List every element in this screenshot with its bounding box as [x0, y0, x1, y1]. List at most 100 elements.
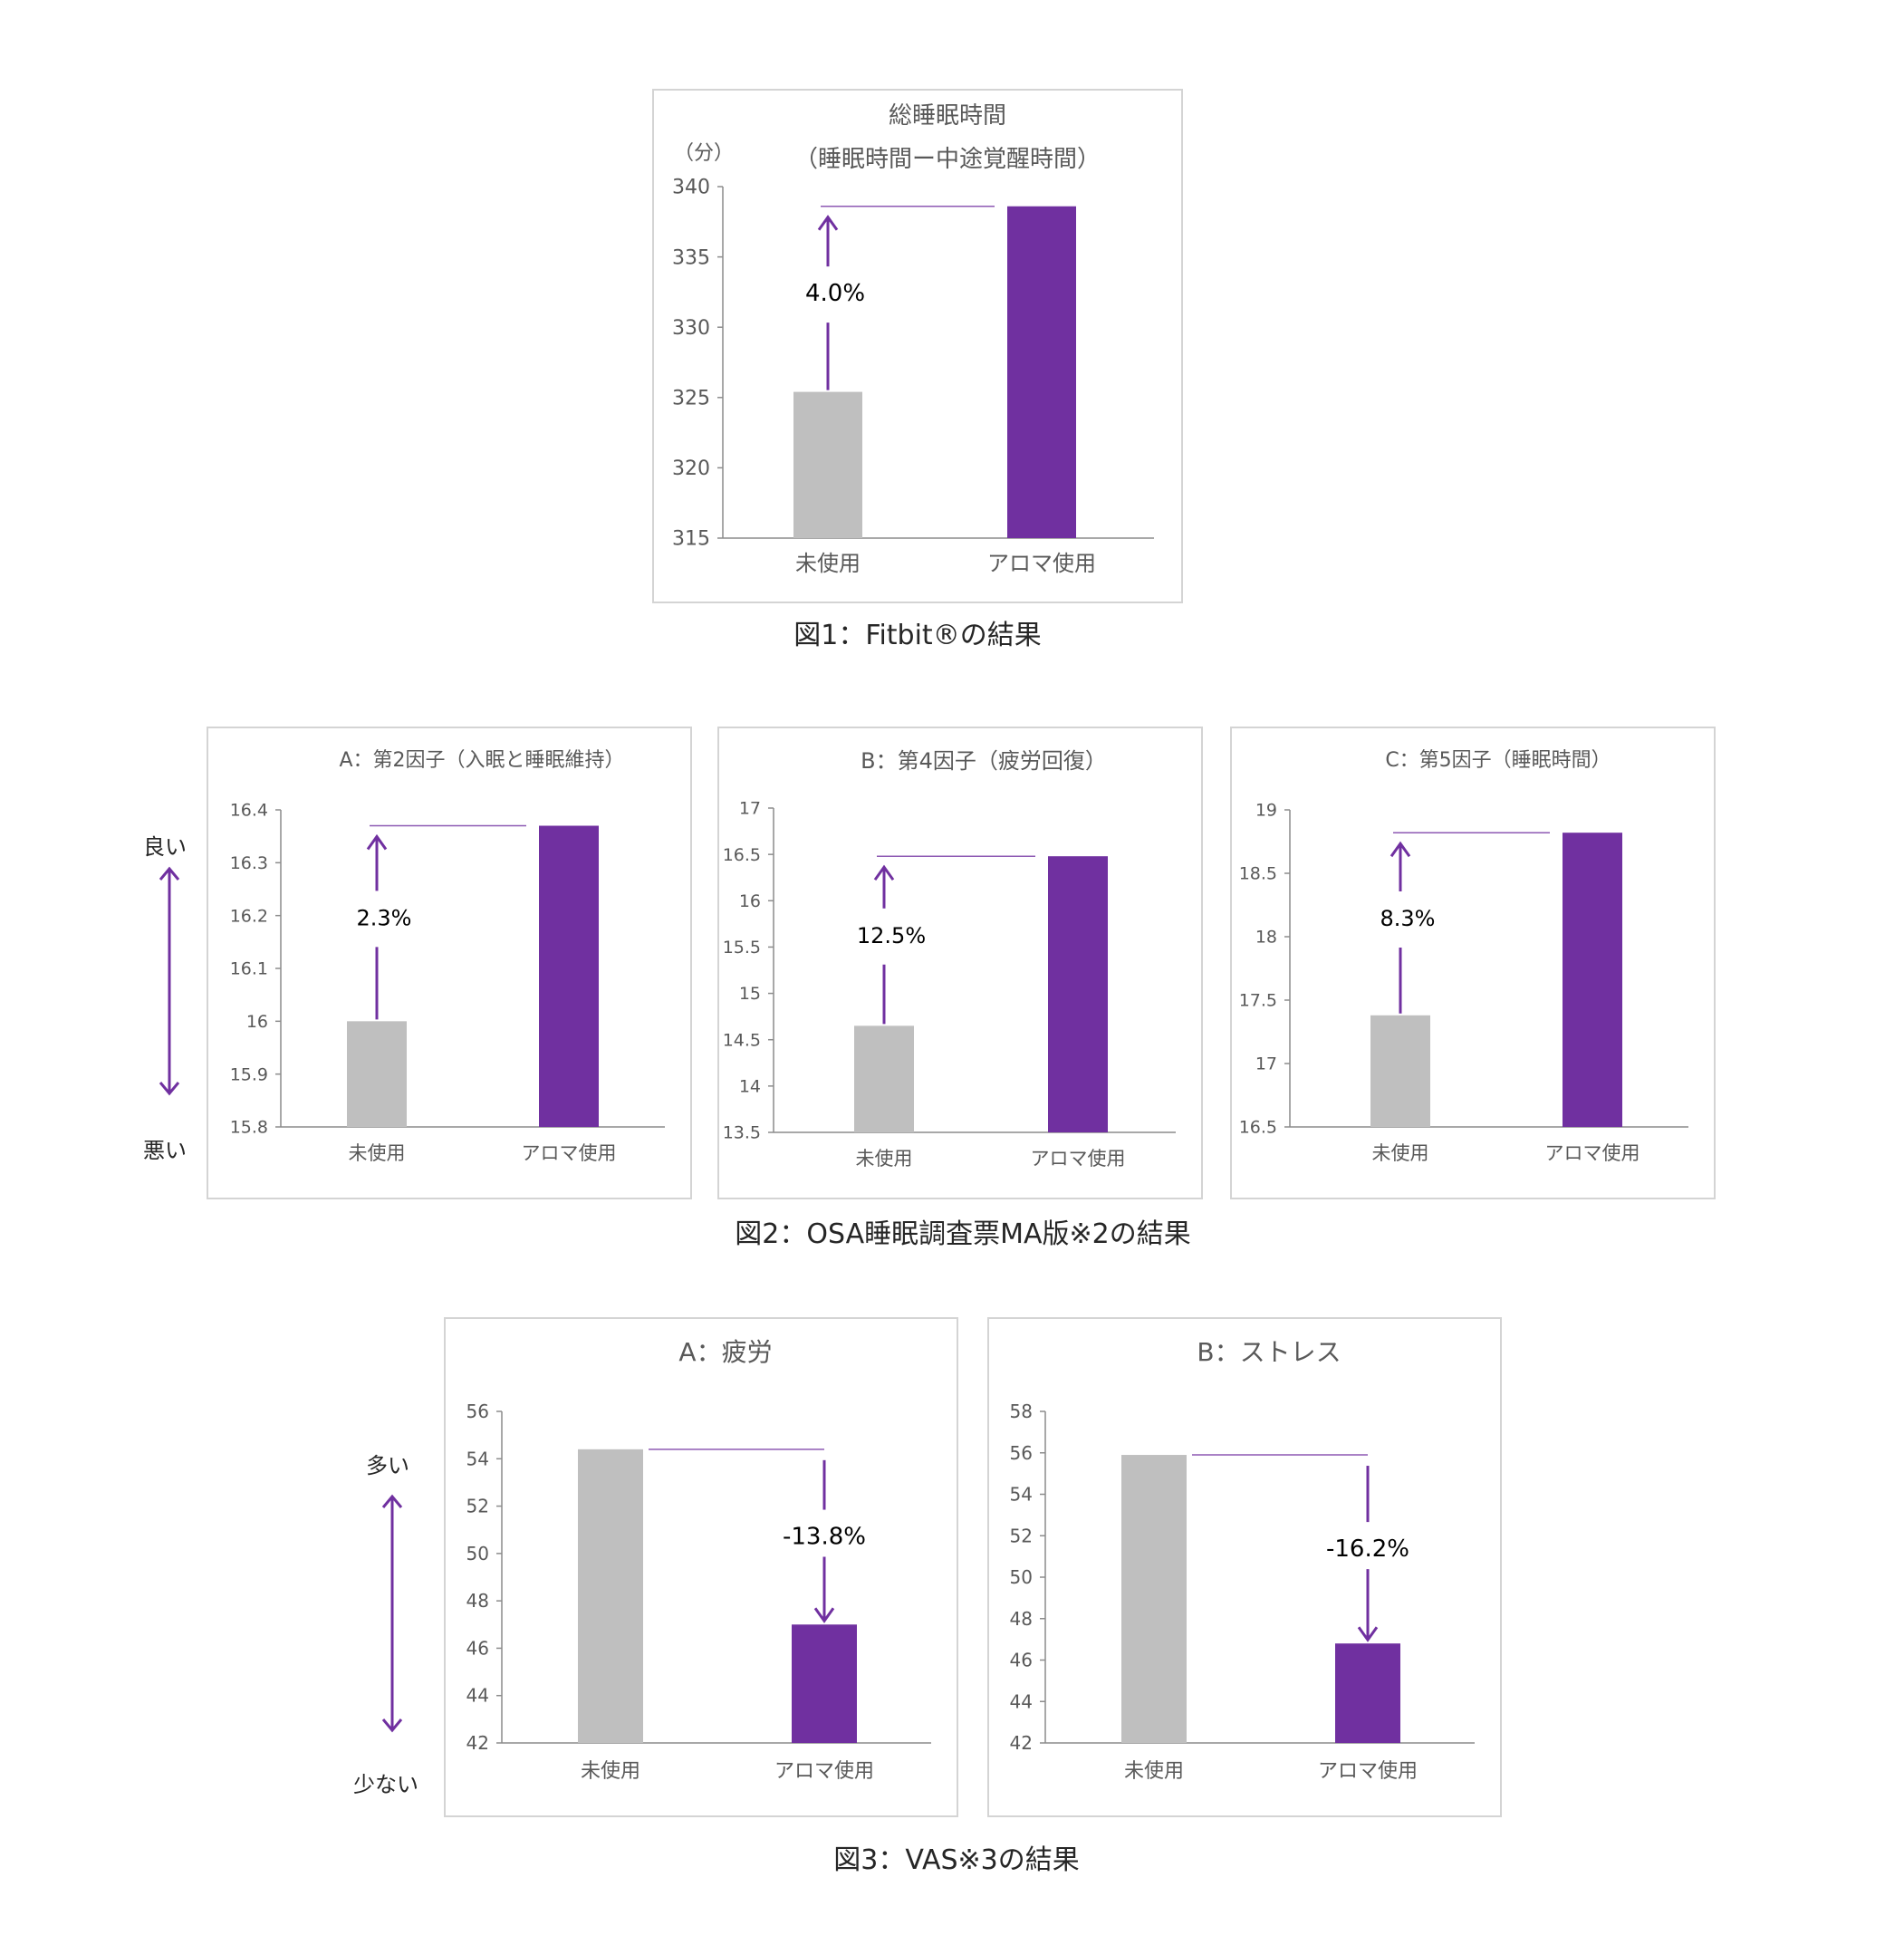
- y-tick-label: 15.8: [230, 1118, 268, 1138]
- chart-title: B：ストレス: [1197, 1337, 1341, 1367]
- y-tick-label: 48: [466, 1590, 489, 1612]
- figure1-caption: 図1：Fitbit®の結果: [793, 620, 1042, 651]
- y-tick-label: 56: [1010, 1442, 1033, 1464]
- y-tick-label: 56: [466, 1401, 489, 1422]
- y-tick-label: 16.2: [230, 906, 268, 926]
- x-category-label: アロマ使用: [522, 1142, 617, 1164]
- bar-before: [1121, 1455, 1187, 1743]
- y-tick-label: 50: [1010, 1566, 1033, 1588]
- chart-panel-fig3b: B：ストレス 42 44 46 48 50 52 54 56 58 未使用 アロマ使用 -16.2%: [987, 1317, 1502, 1817]
- y-tick-label: 17: [1255, 1054, 1277, 1074]
- chart-fig2c: C：第5因子（睡眠時間） 16.5 17 17.5 18 18.5 19 未使用 アロマ使用 8.…: [1239, 749, 1688, 1164]
- change-label: 2.3%: [357, 905, 412, 930]
- chart-subtitle: （睡眠時間ー中途覚醒時間）: [794, 146, 1101, 173]
- figure3-side-bottom-label: 少ない: [353, 1772, 418, 1797]
- chart-fig1: 総睡眠時間 （睡眠時間ー中途覚醒時間） （分） 315 320 325 330 335 340 未…: [672, 102, 1154, 576]
- change-label: 4.0%: [805, 280, 865, 307]
- figure3-side-top-label: 多い: [366, 1453, 409, 1478]
- change-label: -13.8%: [783, 1524, 866, 1551]
- bar-before: [793, 391, 862, 538]
- y-tick-label: 16.3: [230, 853, 268, 873]
- y-axis-label: （分）: [674, 142, 734, 165]
- chart-title: C：第5因子（睡眠時間）: [1385, 749, 1611, 772]
- y-tick-label: 16.5: [1239, 1118, 1277, 1138]
- change-label: -16.2%: [1326, 1535, 1409, 1563]
- y-tick-label: 330: [672, 317, 710, 340]
- y-tick-label: 48: [1010, 1608, 1033, 1630]
- y-tick-label: 42: [466, 1732, 489, 1754]
- x-category-label: 未使用: [581, 1760, 640, 1783]
- y-tick-label: 325: [672, 388, 710, 410]
- bar-after: [1048, 856, 1108, 1132]
- chart-fig3a: A：疲労 42 44 46 48 50 52 54 56 未使用 アロマ使用 -13.8%: [466, 1337, 931, 1783]
- y-tick-label: 16: [739, 891, 761, 911]
- y-tick-label: 50: [466, 1543, 489, 1564]
- y-tick-label: 17.5: [1239, 991, 1277, 1011]
- figure2-double-arrow-icon: [159, 866, 180, 1096]
- y-tick-label: 17: [739, 799, 761, 819]
- change-label: 12.5%: [857, 923, 926, 948]
- y-tick-label: 44: [1010, 1690, 1033, 1712]
- chart-panel-fig1: 総睡眠時間 （睡眠時間ー中途覚醒時間） （分） 315 320 325 330 335 340 未…: [652, 89, 1183, 603]
- y-tick-label: 16.1: [230, 959, 268, 979]
- y-tick-label: 15.5: [723, 938, 761, 958]
- chart-fig2b: B：第4因子（疲労回復） 13.5 14 14.5 15 15.5 16 16.5 17 未使用 ア…: [723, 748, 1176, 1170]
- y-tick-label: 14.5: [723, 1030, 761, 1050]
- y-tick-label: 16.4: [230, 801, 268, 821]
- change-arrow-head: [817, 215, 839, 231]
- y-tick-label: 58: [1010, 1401, 1033, 1422]
- x-category-label: 未使用: [1124, 1760, 1184, 1783]
- change-arrow-head: [813, 1607, 835, 1623]
- x-category-label: 未使用: [1372, 1142, 1429, 1164]
- y-tick-label: 16.5: [723, 845, 761, 865]
- y-tick-label: 15.9: [230, 1064, 268, 1084]
- chart-title: B：第4因子（疲労回復）: [861, 748, 1107, 774]
- x-category-label: アロマ使用: [1031, 1148, 1126, 1170]
- figure3-caption: 図3：VAS※3の結果: [833, 1844, 1080, 1876]
- change-arrow-head: [873, 864, 895, 881]
- y-tick-label: 42: [1010, 1732, 1033, 1754]
- chart-title: 総睡眠時間: [889, 102, 1006, 130]
- bar-before: [578, 1449, 643, 1743]
- x-category-label: アロマ使用: [1545, 1142, 1640, 1164]
- figure2-side-bottom-label: 悪い: [143, 1138, 187, 1163]
- y-tick-label: 14: [739, 1077, 761, 1097]
- bar-after: [1335, 1643, 1400, 1743]
- chart-title: A：第2因子（入眠と睡眠維持）: [339, 749, 624, 772]
- chart-panel-fig2b: B：第4因子（疲労回復） 13.5 14 14.5 15 15.5 16 16.5 17 未使用 ア…: [717, 727, 1203, 1199]
- figure2-caption: 図2：OSA睡眠調査票MA版※2の結果: [735, 1218, 1191, 1250]
- change-arrow-head: [1390, 841, 1411, 858]
- x-category-label: 未使用: [795, 551, 861, 576]
- chart-panel-fig2a: A：第2因子（入眠と睡眠維持） 15.8 15.9 16 16.1 16.2 16.3 16.…: [207, 727, 692, 1199]
- x-category-label: アロマ使用: [987, 551, 1096, 576]
- bar-before: [347, 1021, 407, 1127]
- bar-after: [1563, 833, 1622, 1127]
- change-arrow-head: [1357, 1626, 1379, 1642]
- y-tick-label: 54: [1010, 1484, 1033, 1506]
- x-category-label: 未使用: [349, 1142, 406, 1164]
- y-tick-label: 13.5: [723, 1123, 761, 1143]
- x-category-label: アロマ使用: [1318, 1760, 1418, 1783]
- y-tick-label: 15: [739, 984, 761, 1004]
- y-tick-label: 16: [246, 1012, 268, 1032]
- figure3-double-arrow-icon: [381, 1494, 403, 1733]
- bar-before: [854, 1025, 914, 1132]
- x-category-label: アロマ使用: [774, 1760, 874, 1783]
- y-tick-label: 46: [466, 1637, 489, 1659]
- chart-panel-fig3a: A：疲労 42 44 46 48 50 52 54 56 未使用 アロマ使用 -13.8%: [444, 1317, 958, 1817]
- chart-panel-fig2c: C：第5因子（睡眠時間） 16.5 17 17.5 18 18.5 19 未使用 アロマ使用 8.…: [1230, 727, 1716, 1199]
- figure2-side-top-label: 良い: [143, 834, 187, 860]
- change-arrow-head: [366, 833, 388, 851]
- y-tick-label: 19: [1255, 801, 1277, 821]
- y-tick-label: 340: [672, 177, 710, 199]
- chart-title: A：疲労: [678, 1337, 772, 1367]
- y-tick-label: 52: [466, 1496, 489, 1517]
- y-tick-label: 320: [672, 457, 710, 480]
- bar-before: [1370, 1015, 1430, 1127]
- y-tick-label: 52: [1010, 1525, 1033, 1546]
- y-tick-label: 18.5: [1239, 864, 1277, 884]
- chart-fig2a: A：第2因子（入眠と睡眠維持） 15.8 15.9 16 16.1 16.2 16.3 16.…: [230, 749, 665, 1164]
- bar-after: [792, 1624, 857, 1743]
- bar-after: [539, 825, 599, 1127]
- y-tick-label: 18: [1255, 928, 1277, 948]
